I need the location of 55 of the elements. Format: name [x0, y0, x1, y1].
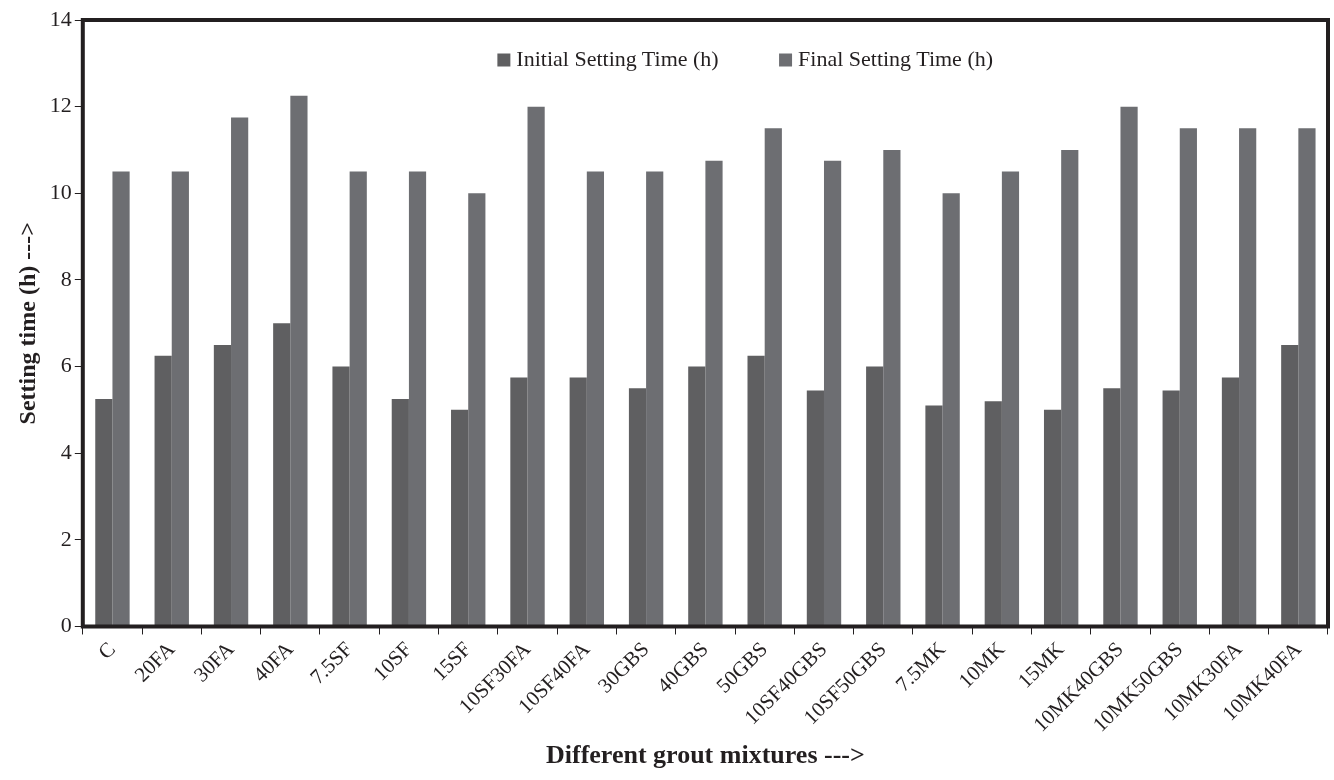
y-tick-label: 8 [60, 265, 72, 291]
y-tick-label: 0 [60, 612, 72, 638]
y-tick-label: 10 [49, 179, 72, 205]
bar [1043, 409, 1062, 626]
bar [823, 160, 842, 626]
x-tick-label: C [93, 636, 120, 664]
legend-label: Final Setting Time (h) [798, 45, 994, 71]
bar [171, 171, 189, 626]
bar [806, 390, 824, 626]
bar [154, 355, 172, 626]
bar [391, 399, 409, 626]
bar [112, 171, 130, 626]
bar [569, 377, 587, 626]
bar [1103, 388, 1121, 626]
bar [942, 193, 960, 626]
bar [290, 95, 308, 626]
bar [231, 117, 249, 626]
bar [883, 149, 901, 626]
bar [866, 366, 884, 626]
bar [628, 388, 647, 626]
bar [586, 171, 605, 626]
bar [213, 344, 232, 626]
bar [925, 405, 943, 626]
bar [273, 323, 291, 626]
bar [332, 366, 350, 626]
bar [1239, 128, 1257, 626]
bar [984, 401, 1002, 626]
bar [1061, 149, 1079, 626]
bar [688, 366, 706, 626]
y-tick-label: 6 [60, 352, 72, 378]
bar [1120, 106, 1138, 626]
bar [1298, 128, 1316, 626]
y-tick-label: 14 [49, 5, 72, 31]
bar [646, 171, 664, 626]
bar [705, 160, 723, 626]
bar [1001, 171, 1020, 626]
bar [451, 409, 469, 626]
bar [95, 399, 113, 626]
bar [747, 355, 765, 626]
y-tick-label: 12 [49, 92, 72, 118]
bar [527, 106, 545, 626]
bar [1179, 128, 1197, 626]
x-axis-title: Different grout mixtures ---> [546, 740, 865, 770]
bar [349, 171, 367, 626]
bar [468, 193, 486, 626]
bar [408, 171, 427, 626]
bar [1221, 377, 1240, 626]
bar [764, 128, 782, 626]
y-tick-label: 2 [60, 525, 72, 551]
legend-label: Initial Setting Time (h) [516, 45, 719, 71]
y-tick-label: 4 [60, 438, 72, 464]
bar [1162, 390, 1180, 626]
y-axis-title: Setting time (h) ---> [13, 222, 40, 425]
bar [510, 377, 528, 626]
bar [1281, 344, 1299, 626]
